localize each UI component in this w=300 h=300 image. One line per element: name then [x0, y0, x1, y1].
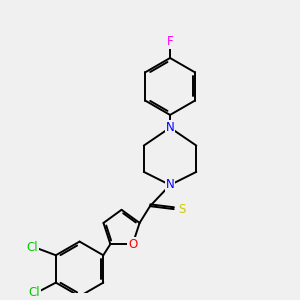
- Text: N: N: [166, 178, 174, 191]
- Text: S: S: [178, 202, 185, 216]
- Text: F: F: [167, 35, 173, 48]
- Text: Cl: Cl: [26, 242, 38, 254]
- Text: Cl: Cl: [28, 286, 40, 299]
- Text: N: N: [166, 121, 174, 134]
- Text: O: O: [128, 238, 137, 250]
